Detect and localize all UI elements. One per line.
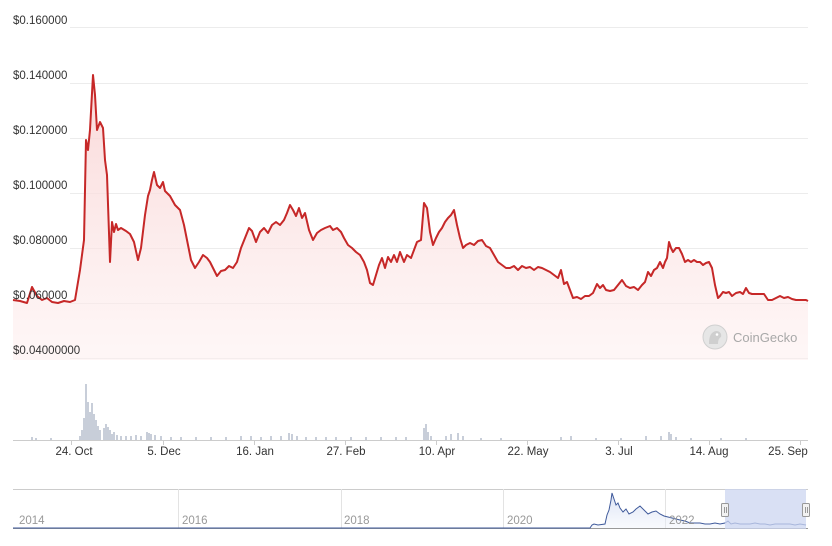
- navigator-selection[interactable]: [725, 489, 806, 529]
- navigator-year-label: 2022: [669, 515, 695, 527]
- y-tick-label: $0.140000: [13, 70, 68, 82]
- x-tick-label: 25. Sep: [768, 446, 808, 458]
- volume-bars: [31, 384, 747, 440]
- y-tick-label: $0.120000: [13, 125, 68, 137]
- x-tick-label: 3. Jul: [605, 446, 633, 458]
- watermark-text: CoinGecko: [733, 329, 798, 345]
- x-tick-label: 22. May: [507, 446, 549, 458]
- x-tick-label: 10. Apr: [418, 446, 456, 458]
- x-tick-label: 14. Aug: [689, 446, 729, 458]
- y-tick-label: $0.060000: [13, 290, 68, 302]
- navigator-year-label: 2020: [507, 515, 533, 527]
- y-tick-label: $0.080000: [13, 235, 68, 247]
- price-area: [13, 75, 808, 360]
- x-tick-label: 27. Feb: [326, 446, 366, 458]
- y-tick-label: $0.160000: [13, 15, 68, 27]
- navigator-area: [591, 493, 806, 528]
- gecko-logo-icon: [702, 324, 728, 350]
- x-tick-label: 24. Oct: [55, 446, 93, 458]
- x-tick-label: 16. Jan: [236, 446, 274, 458]
- navigator-handle-left[interactable]: [721, 503, 729, 517]
- navigator[interactable]: [13, 489, 810, 529]
- coingecko-watermark: CoinGecko: [702, 324, 797, 350]
- navigator-handle-right[interactable]: [802, 503, 810, 517]
- navigator-year-label: 2018: [344, 515, 370, 527]
- navigator-year-label: 2014: [19, 515, 45, 527]
- navigator-year-label: 2016: [182, 515, 208, 527]
- y-tick-label: $0.100000: [13, 180, 68, 192]
- y-tick-label: $0.04000000: [13, 345, 81, 357]
- x-tick-label: 5. Dec: [147, 446, 181, 458]
- price-line[interactable]: [12, 74, 809, 304]
- x-axis-ticks: [71, 440, 801, 445]
